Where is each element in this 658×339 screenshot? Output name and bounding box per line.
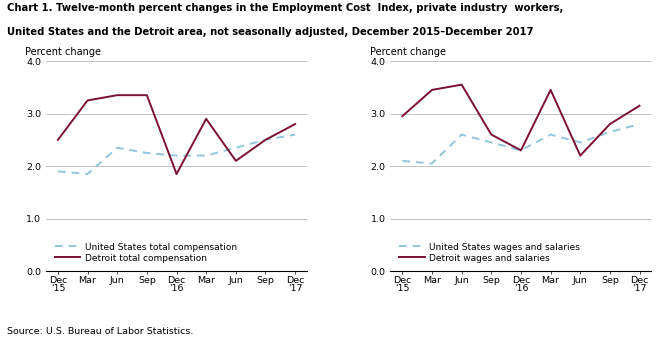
- United States wages and salaries: [606, 130, 614, 134]
- Detroit wages and salaries: [458, 83, 466, 87]
- United States wages and salaries: [398, 159, 406, 163]
- United States total compensation: [172, 154, 180, 158]
- Line: United States wages and salaries: United States wages and salaries: [402, 124, 640, 163]
- Legend: United States total compensation, Detroit total compensation: United States total compensation, Detroi…: [53, 241, 239, 264]
- Detroit total compensation: [202, 117, 210, 121]
- Detroit wages and salaries: [606, 122, 614, 126]
- Detroit total compensation: [232, 159, 240, 163]
- United States total compensation: [291, 133, 299, 137]
- Detroit total compensation: [84, 98, 91, 102]
- United States wages and salaries: [517, 148, 525, 153]
- Line: Detroit wages and salaries: Detroit wages and salaries: [402, 85, 640, 156]
- Text: Percent change: Percent change: [370, 47, 445, 57]
- Detroit wages and salaries: [517, 148, 525, 153]
- Line: Detroit total compensation: Detroit total compensation: [58, 95, 295, 174]
- United States wages and salaries: [458, 133, 466, 137]
- Detroit total compensation: [143, 93, 151, 97]
- Detroit total compensation: [113, 93, 121, 97]
- Legend: United States wages and salaries, Detroit wages and salaries: United States wages and salaries, Detroi…: [397, 241, 582, 264]
- Detroit wages and salaries: [398, 114, 406, 118]
- Detroit wages and salaries: [428, 88, 436, 92]
- United States total compensation: [113, 146, 121, 150]
- Text: Chart 1. Twelve-month percent changes in the Employment Cost  Index, private ind: Chart 1. Twelve-month percent changes in…: [7, 3, 563, 13]
- United States wages and salaries: [636, 122, 644, 126]
- Detroit wages and salaries: [576, 154, 584, 158]
- Text: Source: U.S. Bureau of Labor Statistics.: Source: U.S. Bureau of Labor Statistics.: [7, 326, 193, 336]
- Detroit total compensation: [54, 138, 62, 142]
- United States wages and salaries: [547, 133, 555, 137]
- Detroit total compensation: [261, 138, 269, 142]
- Text: United States and the Detroit area, not seasonally adjusted, December 2015–Decem: United States and the Detroit area, not …: [7, 27, 533, 37]
- United States total compensation: [54, 170, 62, 174]
- Detroit wages and salaries: [488, 133, 495, 137]
- Text: Percent change: Percent change: [25, 47, 101, 57]
- Detroit wages and salaries: [636, 104, 644, 108]
- Detroit wages and salaries: [547, 88, 555, 92]
- Detroit total compensation: [172, 172, 180, 176]
- United States total compensation: [202, 154, 210, 158]
- United States wages and salaries: [576, 140, 584, 144]
- United States wages and salaries: [488, 140, 495, 144]
- Detroit total compensation: [291, 122, 299, 126]
- Line: United States total compensation: United States total compensation: [58, 135, 295, 174]
- United States total compensation: [232, 146, 240, 150]
- United States total compensation: [261, 138, 269, 142]
- United States total compensation: [143, 151, 151, 155]
- United States total compensation: [84, 172, 91, 176]
- United States wages and salaries: [428, 161, 436, 165]
